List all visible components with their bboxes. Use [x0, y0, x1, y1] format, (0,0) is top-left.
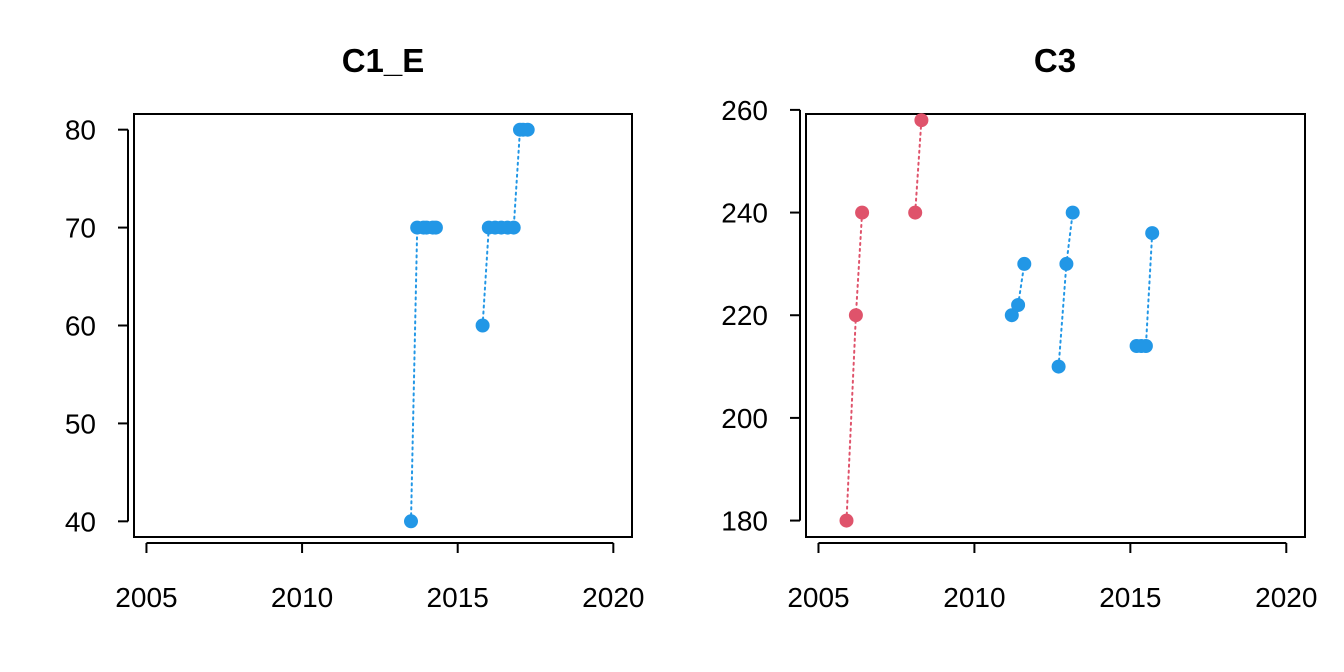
y-tick-label: 60: [65, 311, 96, 342]
series-line: [410, 226, 437, 523]
data-point: [1059, 256, 1074, 271]
x-tick-label: 2015: [1099, 582, 1161, 613]
data-point: [520, 122, 535, 137]
x-tick-label: 2020: [582, 582, 644, 613]
data-point: [1065, 205, 1080, 220]
data-point: [1051, 359, 1066, 374]
data-point: [1138, 339, 1153, 353]
data-point: [1145, 226, 1160, 241]
chart-title: C3: [1034, 42, 1076, 79]
data-point: [404, 514, 418, 529]
y-tick-label: 40: [65, 506, 96, 537]
data-point: [428, 220, 443, 235]
x-tick-label: 2005: [787, 582, 849, 613]
plot-frame: [133, 113, 633, 538]
data-point: [848, 308, 863, 323]
data-point: [1011, 298, 1026, 312]
data-point: [839, 513, 854, 528]
y-tick-label: 180: [721, 506, 768, 537]
data-point: [855, 205, 870, 220]
x-tick-label: 2015: [427, 582, 489, 613]
x-tick-label: 2020: [1255, 582, 1317, 613]
series-line: [1057, 211, 1074, 368]
y-tick-label: 70: [65, 213, 96, 244]
chart-panel-c1-e: C1_E 2005 2010 2015 2020 40 50 60 70 80: [65, 42, 645, 613]
chart-panel-c3: C3 2005 2010 2015 2020 180 200 220 240 260: [721, 42, 1317, 613]
series-line: [1135, 232, 1154, 347]
data-point: [914, 113, 929, 128]
data-point: [908, 205, 923, 220]
plot-frame: [805, 113, 1306, 538]
x-tick-label: 2010: [943, 582, 1005, 613]
data-point: [1004, 308, 1019, 323]
data-point: [1017, 256, 1032, 271]
data-point: [475, 318, 490, 333]
y-tick-label: 240: [721, 198, 768, 229]
y-tick-label: 260: [721, 95, 768, 126]
chart-title: C1_E: [342, 42, 425, 79]
series-line: [914, 119, 923, 214]
series-line: [845, 211, 864, 522]
x-tick-label: 2005: [115, 582, 177, 613]
y-tick-label: 50: [65, 408, 96, 439]
data-point: [506, 220, 521, 235]
y-tick-label: 220: [721, 300, 768, 331]
x-tick-label: 2010: [271, 582, 333, 613]
y-tick-label: 200: [721, 403, 768, 434]
y-tick-label: 80: [65, 115, 96, 146]
